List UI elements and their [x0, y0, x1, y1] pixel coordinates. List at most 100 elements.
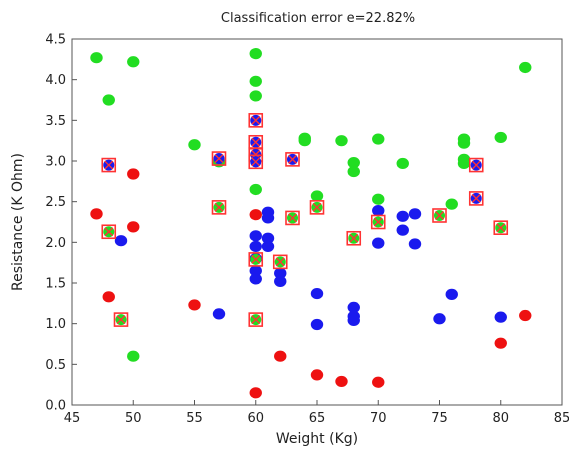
green-point [347, 165, 360, 178]
misclassified-point [468, 191, 484, 206]
y-tick-label: 0.5 [45, 358, 66, 373]
misclassified-point [285, 210, 300, 226]
blue-point [445, 288, 458, 300]
error-square [248, 113, 264, 128]
misclassified-point [248, 134, 264, 150]
green-point [457, 137, 471, 149]
red-point [494, 337, 507, 349]
misclassified-point [101, 224, 117, 240]
error-square [493, 220, 509, 235]
blue-point [372, 237, 385, 249]
error-x [435, 210, 444, 220]
error-square [468, 191, 484, 206]
green-point [249, 75, 262, 87]
misclassified-point [211, 151, 227, 166]
blue-point [433, 313, 446, 325]
blue-point [212, 308, 226, 320]
error-square [248, 312, 264, 327]
green-point [494, 131, 507, 144]
red-point [335, 375, 348, 388]
y-axis: 0.0 0.5 1.0 1.5 2.0 2.5 3.0 3.5 4.0 4.5 [45, 33, 77, 414]
error-x [471, 160, 481, 170]
y-tick-label: 0.0 [45, 399, 66, 414]
x-axis: 45 50 55 60 65 70 75 80 85 [64, 400, 569, 426]
error-x [312, 202, 322, 212]
misclassified-point [468, 157, 484, 173]
misclassified-point [101, 157, 117, 173]
green-point [188, 139, 201, 151]
error-square [432, 208, 447, 223]
blue-point [249, 273, 262, 285]
misclassified-point [285, 152, 300, 167]
green-point [249, 48, 262, 60]
misclassified-point [370, 214, 386, 230]
green-point [127, 56, 140, 68]
blue-point [249, 240, 262, 252]
red-point [249, 387, 262, 399]
blue-point [396, 224, 409, 236]
red-point [102, 291, 115, 303]
error-square [211, 200, 227, 215]
red-point [127, 221, 140, 233]
x-tick-label: 80 [492, 411, 509, 426]
x-tick-label: 85 [554, 411, 569, 426]
green-point [396, 157, 409, 170]
y-tick-label: 4.5 [45, 33, 66, 48]
data-points [90, 48, 532, 399]
x-tick-label: 60 [247, 411, 264, 426]
blue-point [408, 208, 422, 220]
blue-point [261, 232, 275, 244]
error-square [309, 200, 325, 215]
blue-point [310, 287, 324, 300]
error-square [248, 134, 264, 150]
error-square [468, 157, 484, 173]
error-square [346, 230, 362, 246]
error-square [101, 224, 117, 240]
red-point [249, 209, 262, 221]
red-point [274, 350, 287, 362]
red-point [188, 299, 201, 311]
error-x [251, 137, 261, 147]
y-tick-label: 4.0 [45, 73, 66, 88]
blue-point [261, 240, 275, 252]
y-axis-title: Resistance (K Ohm) [10, 153, 26, 291]
x-tick-label: 50 [125, 411, 142, 426]
y-tick-label: 2.0 [45, 236, 66, 251]
red-point [127, 168, 140, 180]
error-square [248, 252, 264, 267]
green-point [372, 133, 385, 145]
green-point [310, 190, 324, 202]
x-tick-label: 55 [186, 411, 203, 426]
misclassified-point [309, 200, 325, 215]
green-point [457, 157, 471, 170]
error-x [214, 154, 224, 164]
error-square [285, 152, 300, 167]
x-tick-label: 45 [64, 411, 81, 426]
misclassified-point [248, 252, 264, 267]
blue-point [310, 318, 324, 331]
error-x [251, 315, 261, 325]
misclassified-point [346, 230, 362, 246]
green-point [519, 61, 532, 74]
error-x [288, 154, 297, 164]
blue-point [114, 235, 128, 247]
error-square [272, 254, 288, 270]
red-point [519, 309, 532, 322]
error-x [116, 315, 126, 325]
green-point [90, 52, 103, 64]
x-tick-label: 65 [309, 411, 326, 426]
error-x [251, 157, 261, 167]
blue-point [347, 301, 360, 313]
misclassified-point [211, 200, 227, 215]
blue-point [274, 275, 287, 287]
blue-point [249, 230, 262, 242]
blue-point [372, 205, 385, 217]
green-point [372, 193, 385, 205]
y-tick-label: 3.0 [45, 155, 66, 170]
blue-point [408, 238, 422, 250]
blue-point [261, 212, 275, 224]
misclassified-point [432, 208, 447, 223]
green-point [347, 157, 360, 169]
error-square [248, 154, 264, 170]
